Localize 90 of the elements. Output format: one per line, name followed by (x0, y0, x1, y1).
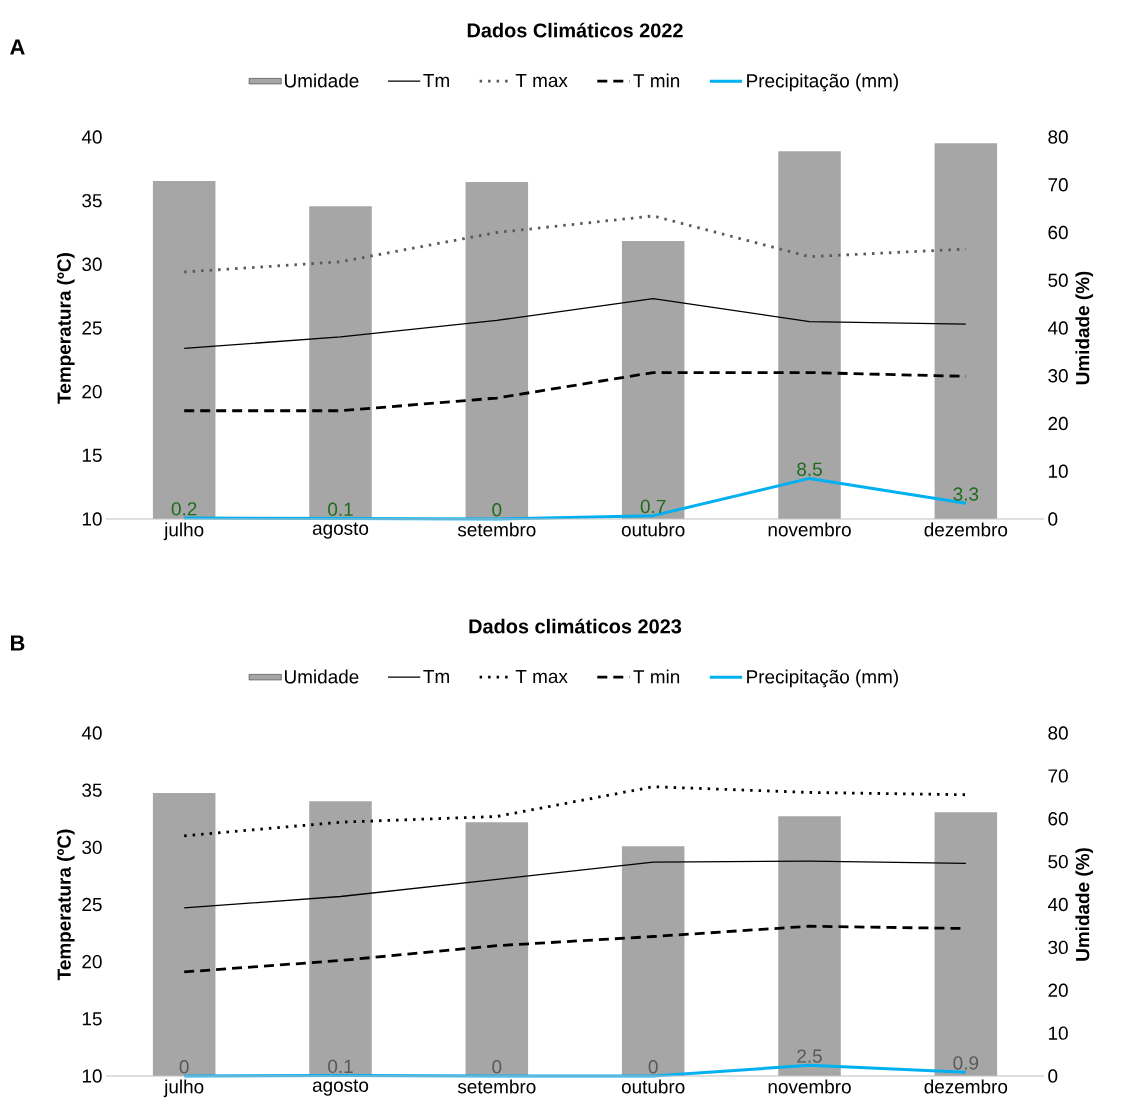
data-label: 8.5 (797, 462, 822, 476)
y-tick-label: 35 (82, 193, 102, 208)
x-tick-label: setembro (457, 522, 536, 537)
y-tick-label: 30 (82, 840, 102, 855)
data-label: 0.9 (953, 1056, 979, 1070)
y2-tick-label: 50 (1048, 273, 1068, 287)
x-tick-label: outubro (621, 522, 685, 537)
y-tick-label: 20 (82, 954, 102, 969)
y2-tick-label: 30 (1048, 940, 1068, 955)
x-tick-label: dezembro (924, 522, 1008, 537)
line-series (182, 785, 968, 838)
y-tick-label: 15 (82, 1012, 102, 1026)
legend-label: Precipitação (mm) (747, 73, 898, 92)
y2-tick-label: 10 (1048, 464, 1068, 478)
x-tick-label: setembro (457, 1079, 536, 1094)
y2-tick-label: 60 (1048, 225, 1068, 240)
y-tick-label: 25 (82, 321, 102, 335)
legend-label: Umidade (284, 669, 359, 684)
bar (934, 143, 998, 519)
bar (465, 181, 529, 519)
y-tick-label: 10 (82, 1069, 102, 1083)
bar (778, 816, 841, 1076)
chart-title: Dados climáticos 2023 (469, 618, 682, 634)
legend-label: Precipitação (mm) (747, 669, 898, 688)
x-tick-label: novembro (768, 1079, 851, 1094)
legend-label: T max (515, 73, 568, 88)
data-label: 0 (179, 1060, 189, 1074)
y2-tick-label: 20 (1048, 983, 1068, 997)
chart-title: Dados Climáticos 2022 (467, 22, 683, 38)
y2-tick-label: 20 (1048, 416, 1068, 431)
data-label: 0.1 (328, 502, 353, 517)
y2-axis-title: Umidade (%) (1075, 271, 1094, 385)
data-label: 0 (648, 1060, 658, 1074)
data-label: 3.3 (953, 487, 979, 501)
y2-tick-label: 60 (1048, 812, 1068, 826)
y2-tick-label: 40 (1047, 321, 1068, 335)
bar (621, 241, 685, 519)
bar (621, 846, 685, 1076)
y2-tick-label: 10 (1048, 1026, 1068, 1040)
legend-label: T min (633, 669, 680, 684)
x-tick-label: dezembro (924, 1079, 1008, 1094)
line-series (182, 214, 968, 274)
x-tick-label: agosto (312, 1079, 369, 1096)
y-tick-label: 35 (82, 783, 102, 797)
y2-tick-label: 50 (1048, 854, 1068, 869)
y2-tick-label: 70 (1048, 178, 1068, 192)
bar (309, 206, 372, 519)
y-tick-label: 10 (82, 512, 102, 526)
data-label: 0 (492, 503, 502, 517)
y-axis-title: Temperatura (ºC) (56, 829, 75, 981)
bar (778, 151, 841, 519)
y2-tick-label: 80 (1048, 726, 1068, 740)
legend-label: Tm (423, 669, 449, 683)
data-label: 0.2 (171, 502, 197, 516)
y-tick-label: 40 (81, 726, 102, 740)
data-label: 0.1 (328, 1059, 353, 1074)
y-tick-label: 40 (81, 130, 102, 144)
x-tick-label: outubro (621, 1079, 685, 1094)
x-tick-label: novembro (768, 522, 851, 537)
y2-axis-title: Umidade (%) (1075, 848, 1094, 961)
x-tick-label: julho (163, 522, 204, 541)
bar (465, 822, 529, 1076)
y2-tick-label: 30 (1048, 369, 1068, 383)
legend-label: T min (633, 73, 680, 88)
y2-tick-label: 0 (1048, 512, 1058, 526)
y2-tick-label: 70 (1048, 769, 1068, 783)
text: A (10, 39, 25, 55)
y-tick-label: 30 (82, 257, 102, 272)
x-tick-label: julho (163, 1079, 204, 1098)
y2-tick-label: 80 (1048, 130, 1068, 144)
y2-tick-label: 0 (1048, 1069, 1058, 1083)
y-axis-title: Temperatura (ºC) (56, 253, 75, 404)
line-series (183, 298, 967, 350)
y-tick-label: 15 (82, 448, 102, 462)
text: B (10, 635, 25, 651)
legend-label: Umidade (284, 73, 359, 88)
y2-tick-label: 40 (1047, 897, 1068, 912)
bar (309, 801, 372, 1076)
data-label: 0 (492, 1060, 502, 1074)
data-label: 0.7 (640, 499, 666, 514)
bar (152, 793, 216, 1076)
x-tick-label: agosto (312, 522, 369, 539)
bar (152, 180, 216, 519)
legend-label: Tm (423, 73, 449, 87)
y-tick-label: 25 (82, 897, 102, 912)
data-label: 2.5 (797, 1049, 822, 1063)
line-series (183, 860, 967, 909)
bar (934, 812, 998, 1076)
legend-label: T max (515, 669, 568, 684)
y-tick-label: 20 (82, 384, 102, 399)
